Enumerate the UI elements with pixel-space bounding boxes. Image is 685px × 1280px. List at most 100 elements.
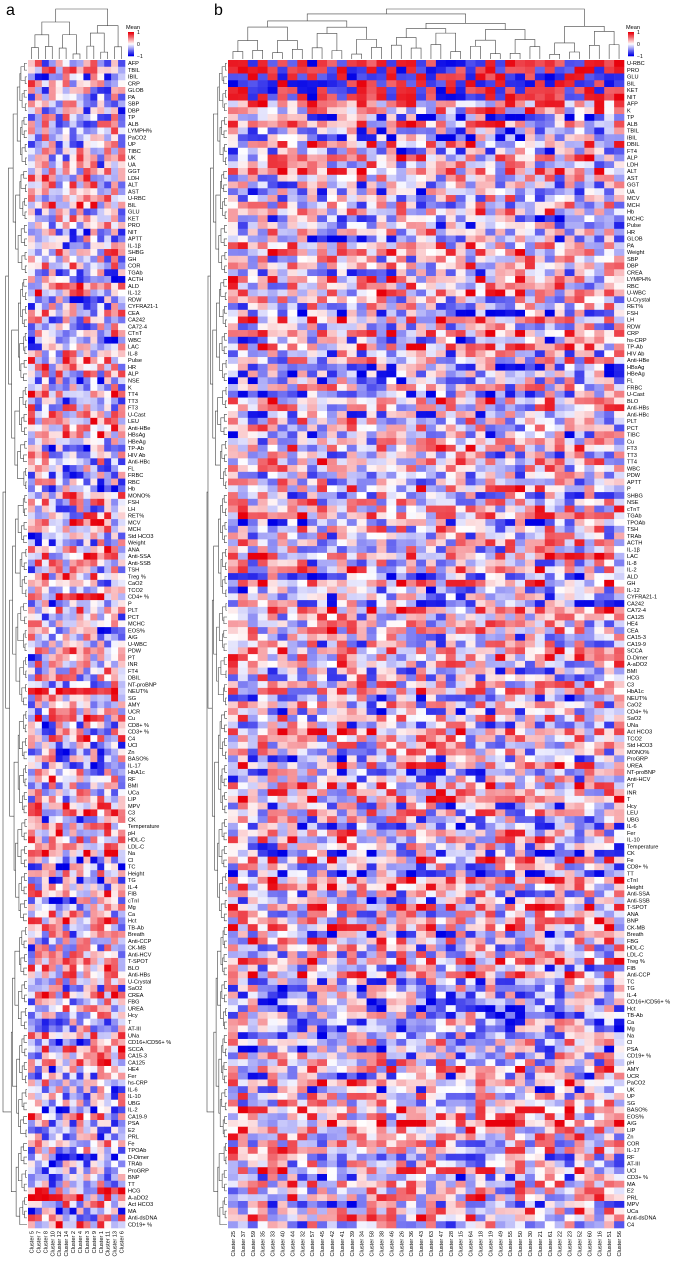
heatmap-cell bbox=[41, 390, 50, 398]
heatmap-cell bbox=[118, 897, 126, 905]
heatmap-cell bbox=[307, 235, 318, 243]
heatmap-cell bbox=[544, 215, 555, 223]
heatmap-cell bbox=[465, 120, 476, 128]
heatmap-cell bbox=[416, 397, 427, 405]
heatmap-cell bbox=[34, 978, 43, 986]
heatmap-cell bbox=[28, 120, 36, 128]
heatmap-cell bbox=[525, 201, 536, 209]
heatmap-cell bbox=[90, 667, 98, 675]
heatmap-cell bbox=[104, 586, 112, 594]
heatmap-cell bbox=[69, 748, 77, 756]
heatmap-cell bbox=[118, 876, 126, 884]
heatmap-cell bbox=[90, 397, 98, 405]
row-label: Hcy bbox=[128, 1013, 138, 1019]
heatmap-cell bbox=[34, 444, 43, 452]
heatmap-cell bbox=[28, 208, 36, 216]
heatmap-cell bbox=[435, 451, 447, 459]
heatmap-cell bbox=[62, 822, 70, 830]
heatmap-cell bbox=[237, 188, 249, 196]
heatmap-cell bbox=[366, 120, 377, 128]
row-label: PDW bbox=[128, 649, 142, 655]
heatmap-cell bbox=[445, 174, 456, 182]
heatmap-cell bbox=[485, 404, 496, 412]
heatmap-cell bbox=[297, 316, 308, 324]
heatmap-cell bbox=[41, 330, 50, 338]
heatmap-cell bbox=[614, 384, 625, 392]
heatmap-cell bbox=[41, 836, 50, 844]
heatmap-cell bbox=[257, 276, 268, 284]
heatmap-cell bbox=[455, 215, 466, 223]
heatmap-cell bbox=[69, 667, 77, 675]
heatmap-cell bbox=[104, 154, 112, 162]
column-label: Cluster 4 bbox=[78, 1231, 84, 1253]
heatmap-cell bbox=[111, 1214, 119, 1222]
heatmap-cell bbox=[76, 1072, 84, 1080]
heatmap-cell bbox=[257, 60, 268, 68]
heatmap-cell bbox=[104, 1113, 112, 1121]
heatmap-cell bbox=[62, 1086, 70, 1094]
heatmap-cell bbox=[465, 296, 476, 304]
heatmap-cell bbox=[554, 87, 565, 95]
heatmap-cell bbox=[327, 242, 338, 250]
heatmap-cell bbox=[90, 964, 98, 972]
heatmap-cell bbox=[554, 201, 565, 209]
heatmap-cell bbox=[34, 417, 43, 425]
heatmap-cell bbox=[376, 141, 387, 149]
heatmap-cell bbox=[97, 930, 105, 938]
heatmap-cell bbox=[386, 276, 397, 284]
heatmap-cell bbox=[111, 201, 119, 209]
heatmap-cell bbox=[83, 627, 91, 635]
heatmap-cell bbox=[237, 276, 249, 284]
heatmap-cell bbox=[396, 417, 407, 425]
heatmap-cell bbox=[435, 309, 447, 317]
heatmap-cell bbox=[247, 195, 258, 203]
heatmap-cell bbox=[317, 87, 328, 95]
heatmap-cell bbox=[465, 249, 476, 257]
heatmap-cell bbox=[376, 60, 387, 68]
heatmap-cell bbox=[90, 782, 98, 790]
heatmap-cell bbox=[111, 836, 119, 844]
heatmap-cell bbox=[406, 120, 417, 128]
heatmap-cell bbox=[525, 330, 536, 338]
heatmap-cell bbox=[55, 1092, 63, 1101]
heatmap-cell bbox=[435, 303, 447, 311]
heatmap-cell bbox=[574, 80, 585, 88]
heatmap-cell bbox=[554, 444, 565, 452]
heatmap-cell bbox=[83, 100, 91, 108]
heatmap-cell bbox=[376, 276, 387, 284]
heatmap-cell bbox=[111, 1018, 119, 1026]
heatmap-cell bbox=[574, 289, 585, 297]
heatmap-cell bbox=[28, 215, 36, 223]
heatmap-cell bbox=[336, 269, 348, 277]
heatmap-cell bbox=[307, 438, 318, 446]
heatmap-cell bbox=[111, 174, 119, 182]
heatmap-cell bbox=[594, 411, 605, 419]
heatmap-cell bbox=[90, 1126, 98, 1134]
heatmap-cell bbox=[97, 309, 105, 317]
heatmap-cell bbox=[495, 66, 506, 74]
heatmap-cell bbox=[34, 1113, 43, 1121]
heatmap-cell bbox=[104, 215, 112, 223]
column-label: Cluster 3 bbox=[85, 1231, 91, 1253]
heatmap-cell bbox=[426, 114, 437, 122]
heatmap-cell bbox=[104, 127, 112, 135]
heatmap-cell bbox=[97, 1038, 105, 1047]
heatmap-cell bbox=[317, 201, 328, 209]
heatmap-cell bbox=[104, 465, 112, 473]
row-label: FT3 bbox=[128, 406, 138, 412]
heatmap-cell bbox=[574, 336, 585, 344]
heatmap-cell bbox=[594, 114, 605, 122]
heatmap-cell bbox=[104, 1032, 112, 1040]
heatmap-cell bbox=[247, 390, 258, 398]
heatmap-cell bbox=[118, 917, 126, 925]
heatmap-cell bbox=[34, 687, 43, 695]
heatmap-cell bbox=[111, 1113, 119, 1121]
heatmap-cell bbox=[48, 1052, 57, 1060]
row-label: ALT bbox=[128, 183, 138, 189]
heatmap-cell bbox=[111, 330, 119, 338]
heatmap-cell bbox=[69, 1133, 77, 1141]
heatmap-cell bbox=[317, 343, 328, 351]
heatmap-cell bbox=[356, 120, 367, 128]
heatmap-cell bbox=[34, 971, 43, 979]
heatmap-cell bbox=[118, 141, 126, 149]
